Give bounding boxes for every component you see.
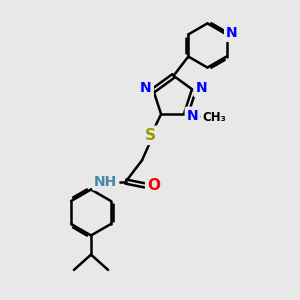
Text: NH: NH bbox=[94, 175, 117, 189]
Text: N: N bbox=[226, 26, 238, 40]
Text: O: O bbox=[147, 178, 160, 194]
Text: CH₃: CH₃ bbox=[202, 111, 226, 124]
Text: S: S bbox=[145, 128, 156, 143]
Text: N: N bbox=[195, 81, 207, 95]
Text: N: N bbox=[140, 81, 152, 95]
Text: N: N bbox=[187, 109, 198, 123]
